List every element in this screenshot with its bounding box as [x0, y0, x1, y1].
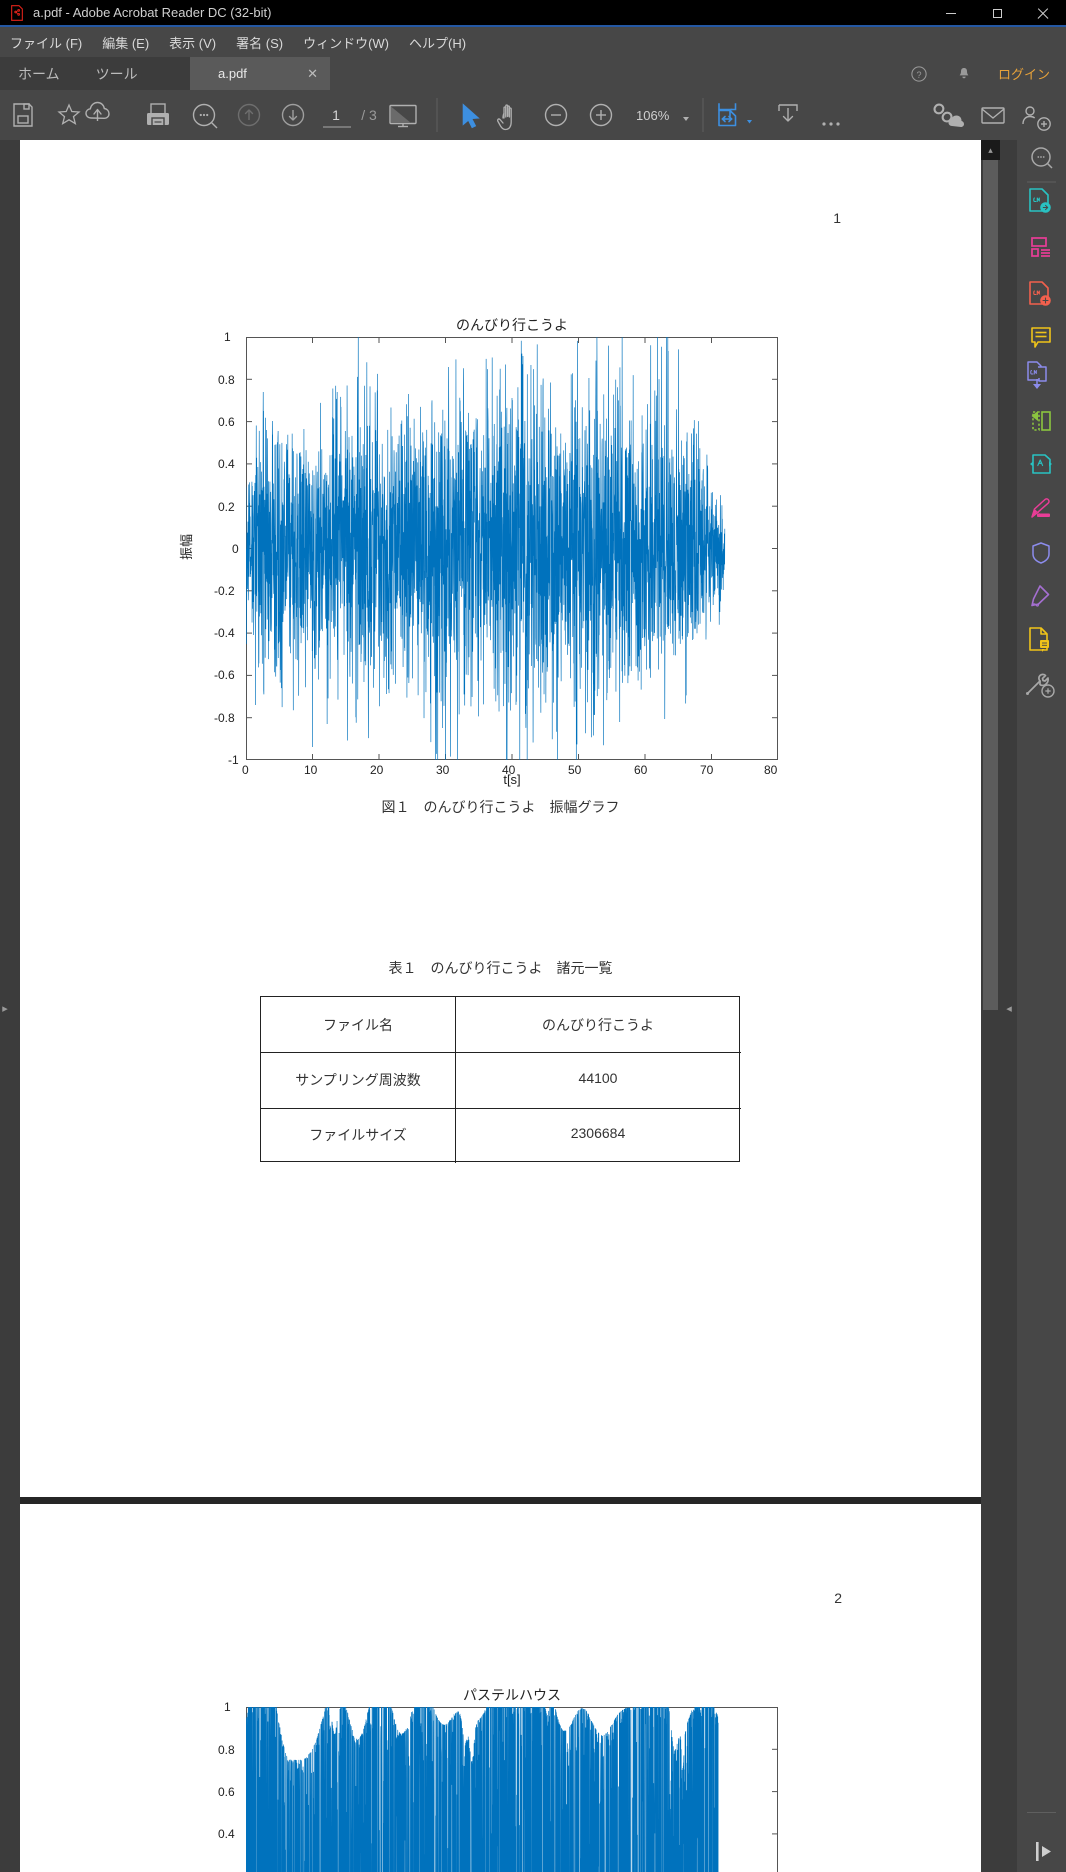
- svg-text:1: 1: [332, 107, 340, 123]
- svg-text:/ 3: / 3: [361, 107, 377, 123]
- svg-text:?: ?: [916, 69, 921, 79]
- svg-text:106%: 106%: [636, 108, 670, 123]
